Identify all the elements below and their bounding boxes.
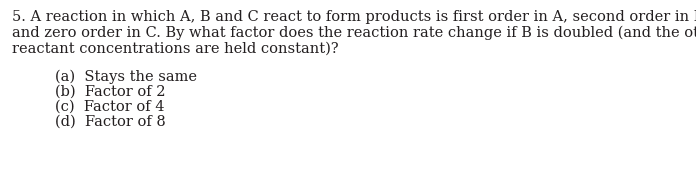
Text: (c)  Factor of 4: (c) Factor of 4: [55, 100, 164, 114]
Text: and zero order in C. By what factor does the reaction rate change if B is double: and zero order in C. By what factor does…: [12, 26, 696, 40]
Text: (a)  Stays the same: (a) Stays the same: [55, 70, 197, 84]
Text: 5. A reaction in which A, B and C react to form products is first order in A, se: 5. A reaction in which A, B and C react …: [12, 10, 696, 24]
Text: reactant concentrations are held constant)?: reactant concentrations are held constan…: [12, 42, 339, 56]
Text: (b)  Factor of 2: (b) Factor of 2: [55, 85, 166, 99]
Text: (d)  Factor of 8: (d) Factor of 8: [55, 115, 166, 129]
